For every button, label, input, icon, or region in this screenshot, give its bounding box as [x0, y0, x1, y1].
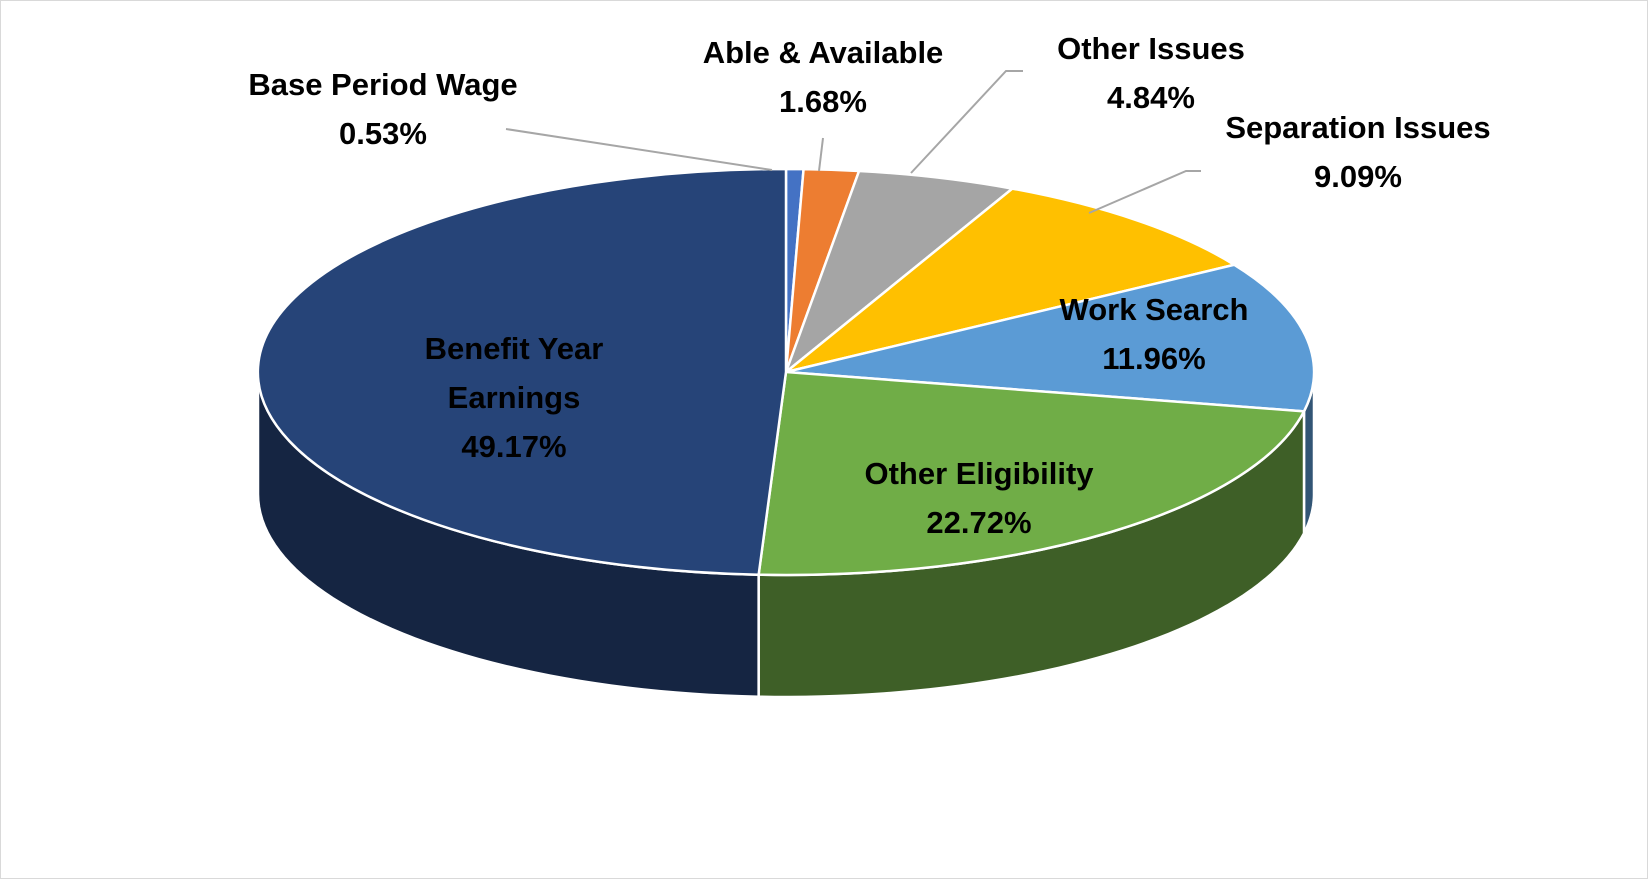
- data-label-base-period-wage: Base Period Wage 0.53%: [248, 67, 517, 151]
- leader-line-base-period-wage: [505, 128, 773, 171]
- data-label-other-issues: Other Issues 4.84%: [1057, 31, 1245, 115]
- data-label-category: Work Search: [1060, 292, 1249, 327]
- leader-line-other-issues: [910, 70, 1023, 174]
- data-label-category: Base Period Wage: [248, 67, 517, 102]
- data-labels: Base Period Wage 0.53% Able & Available 1.6…: [248, 31, 1490, 540]
- data-label-category: Benefit Year: [425, 331, 604, 366]
- pie-slice-separation-issues: [784, 187, 1236, 374]
- data-label-category: Earnings: [448, 380, 581, 415]
- leader-lines: [505, 70, 1201, 214]
- pie-top: [256, 167, 1316, 577]
- data-label-value: 1.68%: [779, 84, 867, 119]
- pie-slice-other-eligibility: [757, 370, 1306, 577]
- data-label-value: 9.09%: [1314, 159, 1402, 194]
- data-label-separation-issues: Separation Issues 9.09%: [1225, 110, 1490, 194]
- data-label-category: Other Eligibility: [864, 456, 1094, 491]
- leader-line-separation-issues: [1088, 170, 1201, 214]
- data-label-work-search: Work Search 11.96%: [1060, 292, 1249, 376]
- data-label-value: 0.53%: [339, 116, 427, 151]
- pie-slice-other-issues: [784, 169, 1014, 374]
- data-label-value: 22.72%: [926, 505, 1031, 540]
- leader-line-able-available: [818, 137, 824, 172]
- data-label-benefit-year-earnings: Benefit Year Earnings 49.17%: [425, 331, 604, 464]
- data-label-value: 4.84%: [1107, 80, 1195, 115]
- data-label-value: 49.17%: [461, 429, 566, 464]
- data-label-other-eligibility: Other Eligibility 22.72%: [864, 456, 1094, 540]
- data-label-category: Separation Issues: [1225, 110, 1490, 145]
- data-label-category: Other Issues: [1057, 31, 1245, 66]
- pie-slice-benefit-year-earnings: [256, 167, 788, 576]
- data-label-value: 11.96%: [1102, 341, 1205, 376]
- pie-slice-work-search: [784, 263, 1316, 413]
- data-label-able-available: Able & Available 1.68%: [703, 35, 944, 119]
- data-label-category: Able & Available: [703, 35, 944, 70]
